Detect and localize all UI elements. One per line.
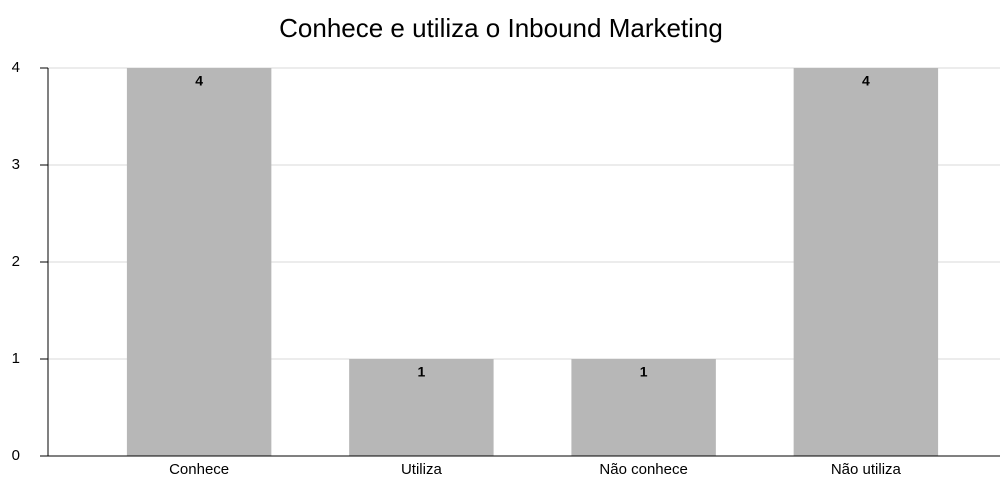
data-label: 4 [195,73,203,89]
bar [126,68,272,456]
y-tick-label: 4 [12,59,20,76]
bar [793,68,939,456]
x-tick-label: Utiliza [401,461,442,478]
x-tick-label: Não conhece [599,461,687,478]
y-tick-label: 0 [12,447,20,464]
data-label: 1 [640,364,648,380]
y-tick-label: 3 [12,156,20,173]
x-tick-label: Não utiliza [831,461,902,478]
x-tick-label: Conhece [169,461,229,478]
y-tick-label: 1 [12,350,20,367]
y-tick-label: 2 [12,253,20,270]
bar [349,359,494,456]
chart-title: Conhece e utiliza o Inbound Marketing [279,13,723,43]
bar [571,359,716,456]
data-label: 4 [862,73,870,89]
data-label: 1 [417,364,425,380]
